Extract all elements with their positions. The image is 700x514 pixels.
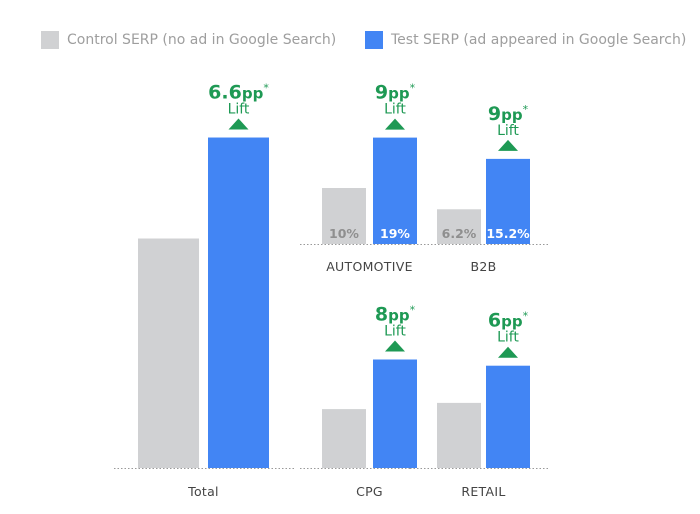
lift-arrow-automotive [385, 118, 405, 130]
lift-arrow-cpg [385, 340, 405, 352]
legend-item-control: Control SERP (no ad in Google Search) [41, 31, 336, 49]
value-label-test-b2b: 15.2% [486, 226, 530, 241]
bar-control-automotive [322, 188, 366, 244]
legend-swatch-control [41, 31, 59, 49]
bar-test-retail [486, 365, 530, 468]
lift-word-b2b: Lift [497, 123, 519, 139]
lift-value-automotive: 9pp* [375, 82, 416, 104]
bar-control-retail [437, 402, 481, 468]
lift-value-retail: 6pp* [488, 310, 529, 332]
lift-value-cpg: 8pp* [375, 304, 416, 326]
bar-test-cpg [373, 359, 417, 468]
lift-word-cpg: Lift [384, 324, 406, 340]
lift-value-total: 6.6pp* [208, 82, 269, 104]
legend-item-test: Test SERP (ad appeared in Google Search) [365, 31, 686, 49]
category-label-b2b: B2B [470, 259, 496, 274]
bar-test-total [208, 137, 269, 468]
legend-label-test: Test SERP (ad appeared in Google Search) [391, 32, 687, 48]
value-label-control-b2b: 6.2% [442, 226, 477, 241]
bar-control-cpg [322, 409, 366, 468]
lift-word-automotive: Lift [384, 102, 406, 118]
category-label-automotive: AUTOMOTIVE [326, 259, 413, 274]
lift-value-b2b: 9pp* [488, 103, 529, 125]
lift-arrow-retail [498, 346, 518, 358]
legend-label-control: Control SERP (no ad in Google Search) [67, 32, 337, 48]
value-label-control-automotive: 10% [329, 226, 359, 241]
legend-swatch-test [365, 31, 383, 49]
lift-word-total: Lift [228, 102, 250, 118]
value-label-test-automotive: 19% [380, 226, 410, 241]
category-label-retail: RETAIL [461, 484, 505, 499]
bar-control-b2b [437, 209, 481, 244]
bar-control-total [138, 238, 199, 468]
category-label-cpg: CPG [356, 484, 383, 499]
lift-arrow-b2b [498, 139, 518, 151]
bar-test-b2b [486, 158, 530, 244]
category-label-total: Total [187, 484, 219, 499]
bar-test-automotive [373, 137, 417, 244]
lift-word-retail: Lift [497, 330, 519, 346]
lift-arrow-total [228, 118, 249, 130]
legend: Control SERP (no ad in Google Search) Te… [0, 31, 700, 53]
